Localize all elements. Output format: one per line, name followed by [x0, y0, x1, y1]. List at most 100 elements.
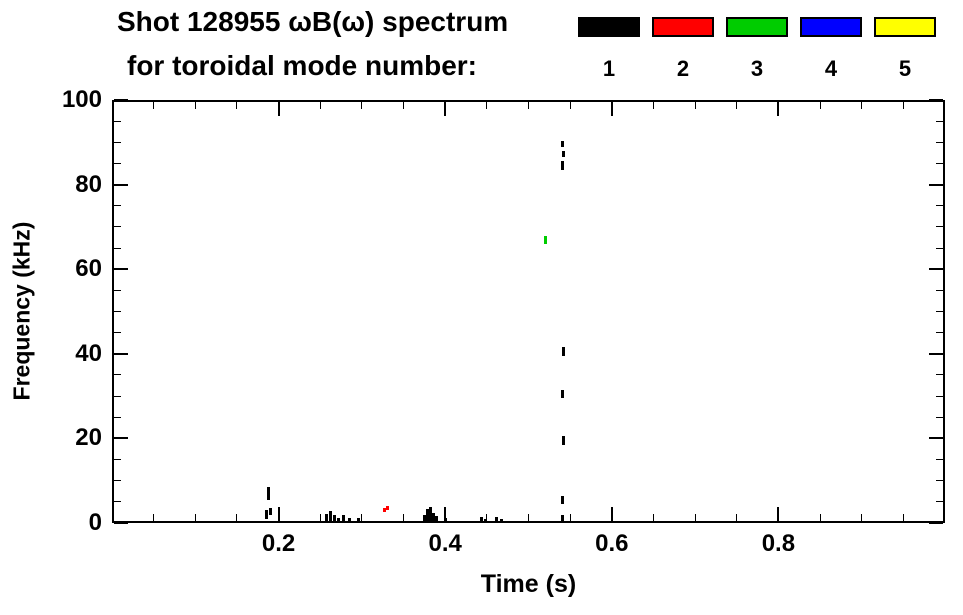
x-major-tick-bottom	[777, 507, 780, 521]
x-minor-tick-top	[528, 102, 529, 109]
data-mark-n2	[386, 506, 390, 511]
legend-swatch-2	[652, 17, 714, 37]
y-tick-label: 100	[61, 86, 102, 113]
data-mark-n1	[332, 515, 336, 522]
y-minor-tick-right	[936, 120, 943, 122]
x-minor-tick-top	[319, 102, 321, 109]
x-major-tick-top	[277, 102, 280, 116]
y-minor-tick-right	[936, 374, 943, 376]
y-minor-tick-right	[936, 416, 943, 418]
x-tick-label: 0.8	[761, 530, 796, 557]
chart-title: Shot 128955 ωB(ω) spectrum	[117, 6, 509, 37]
legend-swatch-3	[726, 17, 788, 37]
y-major-tick-right	[929, 183, 943, 186]
data-mark-n1	[324, 513, 328, 522]
x-minor-tick-top	[569, 102, 571, 109]
y-minor-tick-right	[936, 289, 943, 291]
legend-swatch-5	[874, 17, 936, 37]
legend-swatch-4	[800, 17, 862, 37]
x-major-tick-top	[444, 102, 447, 116]
data-mark-n1	[483, 518, 487, 522]
y-major-tick-left	[114, 522, 128, 524]
data-mark-n1	[479, 517, 483, 522]
data-mark-n1	[342, 515, 346, 522]
x-minor-tick-top	[736, 102, 738, 109]
data-mark-n1	[495, 517, 499, 522]
data-mark-n1	[357, 517, 361, 522]
x-tick-label: 0.6	[595, 530, 629, 557]
y-minor-tick-left	[114, 162, 121, 164]
y-minor-tick-left	[114, 247, 121, 249]
x-axis-label: Time (s)	[480, 570, 577, 598]
x-minor-tick-bottom	[569, 514, 571, 521]
data-mark-n3	[543, 236, 547, 244]
y-minor-tick-left	[114, 416, 121, 418]
y-minor-tick-right	[936, 332, 943, 334]
x-minor-tick-bottom	[528, 514, 529, 521]
y-major-tick-left	[114, 99, 128, 101]
data-mark-n1	[328, 511, 332, 522]
data-mark-n1	[265, 510, 269, 519]
x-major-tick-bottom	[444, 507, 447, 521]
data-mark-n1	[268, 508, 272, 515]
y-axis-label: Frequency (kHz)	[8, 221, 35, 401]
y-minor-tick-left	[114, 289, 121, 291]
data-mark-n2	[382, 507, 386, 512]
data-mark-n1	[432, 512, 436, 522]
y-minor-tick-right	[936, 480, 943, 482]
y-tick-label: 40	[75, 339, 102, 367]
y-major-tick-left	[114, 352, 128, 355]
data-mark-n1	[561, 514, 565, 522]
x-major-tick-bottom	[610, 507, 613, 521]
y-major-tick-right	[929, 522, 943, 524]
legend-label-1: 1	[602, 56, 616, 81]
data-mark-n1	[422, 514, 426, 522]
x-tick-label: 0.2	[261, 530, 296, 557]
data-mark-n1	[435, 516, 439, 522]
y-minor-tick-right	[936, 395, 943, 397]
y-tick-label: 60	[75, 255, 102, 283]
y-minor-tick-left	[114, 395, 121, 397]
data-mark-n1	[428, 506, 432, 522]
y-minor-tick-left	[114, 332, 121, 334]
x-minor-tick-bottom	[361, 514, 363, 521]
y-major-tick-right	[929, 99, 943, 101]
y-major-tick-right	[929, 437, 943, 440]
data-mark-n1	[561, 161, 565, 170]
x-minor-tick-top	[819, 102, 821, 109]
legend-swatch-1	[578, 17, 640, 37]
x-major-tick-top	[610, 102, 613, 116]
x-minor-tick-top	[902, 102, 904, 109]
x-minor-tick-bottom	[403, 514, 405, 521]
y-major-tick-left	[114, 437, 128, 440]
data-mark-n1	[337, 517, 341, 522]
legend-label-3: 3	[750, 56, 764, 81]
x-minor-tick-top	[236, 102, 238, 109]
y-minor-tick-left	[114, 226, 121, 228]
x-minor-tick-top	[694, 102, 696, 109]
y-minor-tick-left	[114, 480, 121, 482]
y-minor-tick-right	[936, 141, 943, 143]
data-mark-n1	[561, 150, 565, 158]
x-minor-tick-top	[861, 102, 863, 109]
legend-label-5: 5	[898, 56, 912, 81]
legend-swatch-row	[578, 17, 936, 37]
data-mark-n1	[561, 389, 565, 399]
x-minor-tick-top	[652, 102, 654, 109]
y-tick-label: 0	[88, 509, 102, 536]
y-minor-tick-left	[114, 311, 121, 312]
x-minor-tick-top	[153, 102, 155, 109]
x-minor-tick-top	[486, 102, 488, 109]
x-major-tick-bottom	[277, 507, 280, 521]
x-minor-tick-bottom	[319, 514, 321, 521]
chart-subtitle: for toroidal mode number:	[127, 50, 477, 81]
y-minor-tick-right	[936, 247, 943, 249]
x-minor-tick-bottom	[153, 514, 155, 521]
y-minor-tick-left	[114, 141, 121, 143]
y-minor-tick-right	[936, 459, 943, 461]
data-mark-n1	[426, 509, 430, 522]
x-major-tick-top	[777, 102, 780, 116]
y-minor-tick-right	[936, 162, 943, 164]
data-mark-n1	[267, 487, 271, 500]
x-minor-tick-bottom	[236, 514, 238, 521]
